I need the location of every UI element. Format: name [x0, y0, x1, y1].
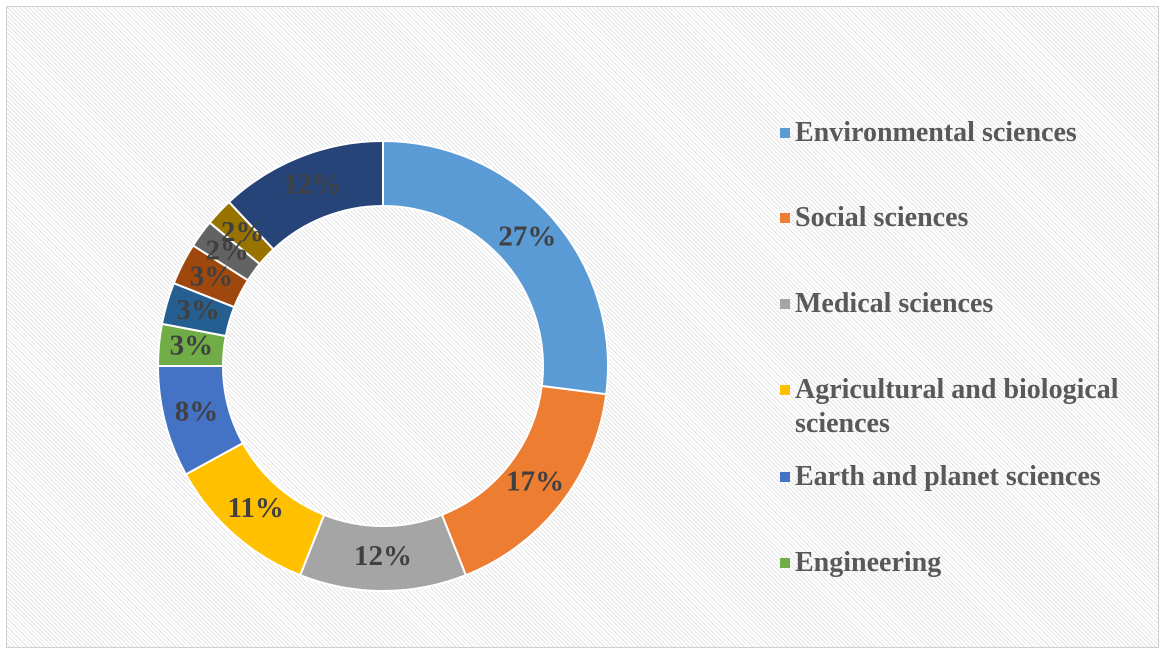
legend-item: Agricultural and biological sciences	[780, 373, 1150, 441]
data-label: 17%	[506, 466, 564, 498]
legend-label: Social sciences	[795, 202, 969, 233]
legend-item: Earth and planet sciences	[780, 460, 1150, 494]
slice	[382, 139, 609, 396]
legend-swatch	[780, 472, 790, 482]
legend-swatch	[780, 558, 790, 568]
legend-item: Social sciences	[780, 201, 1150, 235]
data-label: 3%	[170, 330, 214, 362]
data-label: 27%	[498, 220, 556, 252]
data-label: 2%	[206, 235, 250, 267]
data-label: 2%	[221, 216, 265, 248]
slice	[227, 139, 384, 251]
legend-label: Agricultural and biological sciences	[795, 374, 1119, 439]
legend-label: Medical sciences	[795, 288, 994, 319]
data-label: 12%	[354, 540, 412, 572]
legend-label: Engineering	[795, 547, 942, 578]
legend-item: Medical sciences	[780, 287, 1150, 321]
legend-label: Environmental sciences	[795, 117, 1077, 148]
legend-label: Earth and planet sciences	[795, 461, 1101, 492]
legend-item: Environmental sciences	[780, 116, 1150, 150]
legend-swatch	[780, 299, 790, 309]
data-label: 11%	[227, 492, 283, 524]
data-label: 3%	[190, 260, 234, 292]
legend-swatch	[780, 385, 790, 395]
legend-item: Engineering	[780, 546, 1150, 580]
legend-swatch	[780, 128, 790, 138]
data-label: 8%	[175, 396, 219, 428]
legend-swatch	[780, 213, 790, 223]
data-label: 12%	[283, 169, 341, 201]
data-label: 3%	[176, 294, 220, 326]
